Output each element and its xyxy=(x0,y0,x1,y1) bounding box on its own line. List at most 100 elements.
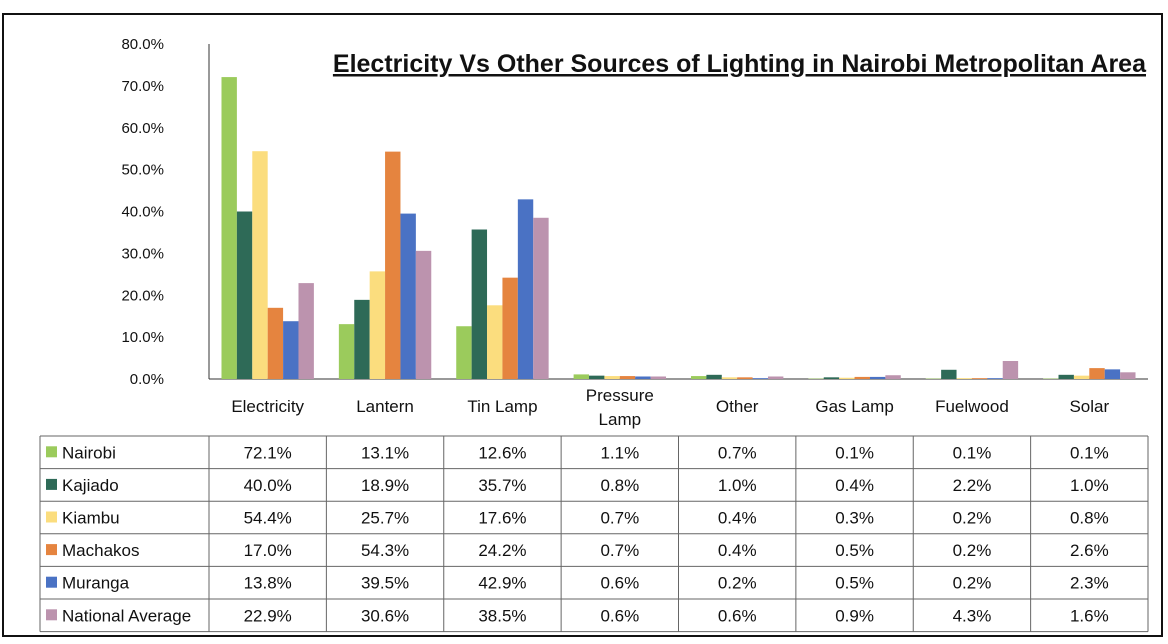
legend-label: Muranga xyxy=(62,574,130,593)
bar-kajiado xyxy=(1058,374,1074,379)
bar-machakos xyxy=(854,376,870,379)
bar-kiambu xyxy=(369,271,386,379)
bar-national-average xyxy=(1002,360,1019,379)
bar-machakos xyxy=(619,376,636,379)
data-table-cell: 0.2% xyxy=(953,574,992,593)
y-tick-label: 60.0% xyxy=(121,120,164,137)
bar-muranga xyxy=(635,376,651,379)
data-table-cell: 1.6% xyxy=(1070,606,1109,625)
bar-kiambu xyxy=(1073,375,1090,379)
y-tick-label: 10.0% xyxy=(121,329,164,346)
data-table-cell: 0.1% xyxy=(835,443,874,462)
legend-label: Kajiado xyxy=(62,476,119,495)
bar-national-average xyxy=(533,217,549,379)
bar-muranga xyxy=(283,321,299,379)
bar-kiambu xyxy=(956,378,972,379)
y-tick-label: 20.0% xyxy=(121,287,164,304)
data-table-cell: 0.7% xyxy=(718,443,757,462)
chart-frame xyxy=(2,13,1163,637)
legend-label: Machakos xyxy=(62,541,139,560)
bar-kajiado xyxy=(589,375,605,379)
y-tick-label: 80.0% xyxy=(121,36,164,53)
data-table-cell: 0.3% xyxy=(835,509,874,528)
bar-kajiado xyxy=(823,377,840,379)
data-table-cell: 2.2% xyxy=(953,476,992,495)
data-table-cell: 0.7% xyxy=(600,509,639,528)
data-table-cell: 30.6% xyxy=(361,606,409,625)
data-table-cell: 12.6% xyxy=(478,443,526,462)
data-table-cell: 0.6% xyxy=(718,606,757,625)
category-label: Solar xyxy=(1069,397,1109,416)
data-table-cell: 0.5% xyxy=(835,574,874,593)
bar-muranga xyxy=(517,199,534,379)
bar-kiambu xyxy=(604,376,620,379)
bar-national-average xyxy=(650,376,667,379)
bar-kiambu xyxy=(487,305,503,379)
legend-key xyxy=(46,609,57,621)
data-table-cell: 1.0% xyxy=(1070,476,1109,495)
data-table-cell: 17.0% xyxy=(244,541,292,560)
bar-kiambu xyxy=(721,377,738,379)
bar-muranga xyxy=(752,378,768,379)
bar-nairobi xyxy=(573,374,590,379)
bar-machakos xyxy=(1089,368,1105,379)
bar-kajiado xyxy=(471,229,488,379)
data-table-cell: 0.8% xyxy=(1070,509,1109,528)
data-table-cell: 35.7% xyxy=(478,476,526,495)
data-table-cell: 0.4% xyxy=(718,541,757,560)
data-table-cell: 22.9% xyxy=(244,606,292,625)
bar-kajiado xyxy=(354,299,370,379)
bar-national-average xyxy=(1120,372,1136,379)
legend-key xyxy=(46,478,57,490)
category-label: Pressure Lamp xyxy=(586,386,654,429)
bar-muranga xyxy=(400,213,416,379)
data-table-cell: 0.1% xyxy=(1070,443,1109,462)
bar-machakos xyxy=(971,378,988,379)
data-table-cell: 0.8% xyxy=(600,476,639,495)
legend-key xyxy=(46,576,57,588)
y-tick-label: 70.0% xyxy=(121,78,164,95)
category-label: Fuelwood xyxy=(935,397,1009,416)
data-table-cell: 38.5% xyxy=(478,606,526,625)
bar-machakos xyxy=(737,377,753,379)
legend-key xyxy=(46,446,57,458)
bar-kajiado xyxy=(236,211,253,379)
legend-key xyxy=(46,511,57,523)
data-table-cell: 0.4% xyxy=(718,509,757,528)
bar-muranga xyxy=(987,378,1003,379)
chart-title: Electricity Vs Other Sources of Lighting… xyxy=(333,50,1147,78)
data-table-cell: 13.8% xyxy=(244,574,292,593)
bar-national-average xyxy=(885,375,901,379)
bar-nairobi xyxy=(456,326,472,379)
data-table-cell: 0.2% xyxy=(953,541,992,560)
bar-kajiado xyxy=(941,369,957,379)
data-table-cell: 1.1% xyxy=(600,443,639,462)
y-tick-label: 50.0% xyxy=(121,162,164,179)
category-label: Lantern xyxy=(356,397,414,416)
data-table-cell: 39.5% xyxy=(361,574,409,593)
data-table-cell: 18.9% xyxy=(361,476,409,495)
data-table-cell: 17.6% xyxy=(478,509,526,528)
bar-national-average xyxy=(298,283,314,379)
bar-kajiado xyxy=(706,374,722,379)
data-table-cell: 0.6% xyxy=(600,574,639,593)
data-table-cell: 0.1% xyxy=(953,443,992,462)
data-table-cell: 54.4% xyxy=(244,509,292,528)
data-table-cell: 0.6% xyxy=(600,606,639,625)
category-label: Other xyxy=(716,397,759,416)
data-table-cell: 0.2% xyxy=(953,509,992,528)
data-table-cell: 2.6% xyxy=(1070,541,1109,560)
legend-key xyxy=(46,544,57,556)
bar-machakos xyxy=(267,307,284,379)
data-table-cell: 0.9% xyxy=(835,606,874,625)
bar-nairobi xyxy=(221,77,237,380)
data-table-cell: 42.9% xyxy=(478,574,526,593)
data-table-cell: 54.3% xyxy=(361,541,409,560)
bar-kiambu xyxy=(252,151,268,379)
data-table-cell: 72.1% xyxy=(244,443,292,462)
y-tick-label: 30.0% xyxy=(121,245,164,262)
bar-machakos xyxy=(502,277,518,379)
bar-nairobi xyxy=(690,376,707,379)
data-table-cell: 0.5% xyxy=(835,541,874,560)
bar-muranga xyxy=(869,376,886,379)
